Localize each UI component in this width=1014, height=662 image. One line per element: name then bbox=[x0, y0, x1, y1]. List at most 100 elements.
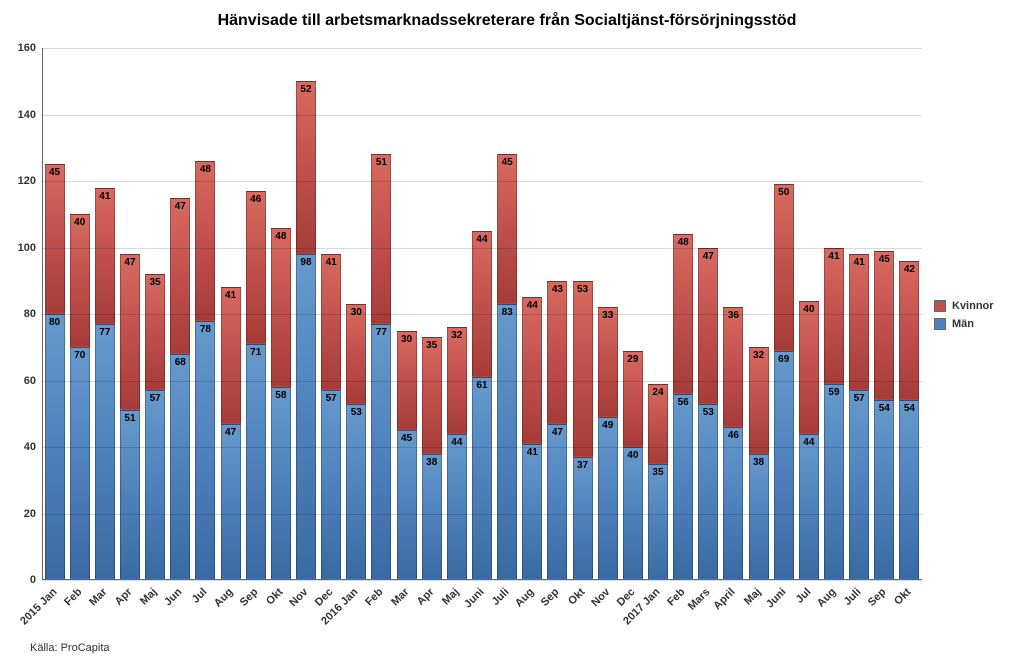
x-tick-label: Juni bbox=[764, 586, 788, 610]
y-tick-label: 160 bbox=[18, 42, 36, 54]
legend-item-kvinnor: Kvinnor bbox=[934, 300, 994, 312]
bar-segment-man bbox=[70, 347, 90, 580]
y-tick-label: 0 bbox=[30, 574, 36, 586]
bar-segment-kvinnor bbox=[145, 274, 165, 390]
bar-segment-man bbox=[95, 324, 115, 580]
gridline bbox=[42, 248, 922, 249]
bar-segment-man bbox=[246, 344, 266, 580]
x-tick-label: Aug bbox=[211, 586, 235, 610]
plot-area: 8045704077415147573568477848474171465848… bbox=[42, 48, 922, 580]
bar-segment-man bbox=[371, 324, 391, 580]
bar-segment-man bbox=[271, 387, 291, 580]
x-tick-label: Juli bbox=[490, 586, 512, 608]
x-tick-label: Sep bbox=[866, 586, 889, 609]
bar-segment-kvinnor bbox=[824, 248, 844, 384]
x-tick-label: Maj bbox=[138, 586, 159, 607]
x-tick-label: Nov bbox=[287, 586, 310, 609]
bar-segment-kvinnor bbox=[723, 307, 743, 427]
gridline bbox=[42, 447, 922, 448]
x-tick-label: Aug bbox=[513, 586, 537, 610]
bar-segment-man bbox=[648, 464, 668, 580]
bar-segment-man bbox=[874, 400, 894, 580]
bar-segment-man bbox=[899, 400, 919, 580]
bar-segment-man bbox=[120, 410, 140, 580]
bar-segment-kvinnor bbox=[849, 254, 869, 390]
y-tick-label: 80 bbox=[24, 308, 36, 320]
bar-segment-kvinnor bbox=[799, 301, 819, 434]
bar-segment-kvinnor bbox=[371, 154, 391, 324]
x-tick-label: Maj bbox=[440, 586, 461, 607]
gridline bbox=[42, 580, 922, 581]
bar-segment-man bbox=[573, 457, 593, 580]
bar-segment-man bbox=[422, 454, 442, 580]
x-tick-label: Sep bbox=[539, 586, 562, 609]
y-tick-label: 60 bbox=[24, 375, 36, 387]
x-tick-label: Jun bbox=[162, 586, 184, 608]
bar-segment-kvinnor bbox=[346, 304, 366, 404]
bar-segment-kvinnor bbox=[623, 351, 643, 447]
bar-segment-man bbox=[195, 321, 215, 580]
legend: Kvinnor Män bbox=[934, 300, 994, 336]
bar-segment-man bbox=[698, 404, 718, 580]
legend-item-man: Män bbox=[934, 318, 994, 330]
bar-segment-kvinnor bbox=[246, 191, 266, 344]
bar-segment-kvinnor bbox=[774, 184, 794, 350]
x-tick-label: Jul bbox=[190, 586, 210, 606]
x-tick-label: Maj bbox=[742, 586, 763, 607]
source-label: Källa: ProCapita bbox=[30, 642, 110, 654]
x-tick-label: Apr bbox=[113, 586, 135, 608]
bar-segment-man bbox=[447, 434, 467, 580]
bar-segment-kvinnor bbox=[170, 198, 190, 354]
bar-segment-kvinnor bbox=[45, 164, 65, 314]
x-tick-label: Nov bbox=[589, 586, 612, 609]
legend-label-kvinnor: Kvinnor bbox=[952, 300, 994, 312]
bar-segment-kvinnor bbox=[271, 228, 291, 388]
bar-segment-kvinnor bbox=[70, 214, 90, 347]
bar-segment-man bbox=[346, 404, 366, 580]
bar-segment-man bbox=[497, 304, 517, 580]
bar-segment-kvinnor bbox=[522, 297, 542, 443]
gridline bbox=[42, 514, 922, 515]
bar-segment-man bbox=[170, 354, 190, 580]
x-tick-label: Juni bbox=[462, 586, 486, 610]
x-tick-label: Okt bbox=[892, 586, 913, 607]
x-tick-label: Mar bbox=[389, 586, 411, 608]
x-tick-label: Jul bbox=[794, 586, 814, 606]
bar-segment-kvinnor bbox=[120, 254, 140, 410]
x-tick-label: Apr bbox=[414, 586, 436, 608]
legend-swatch-man bbox=[934, 318, 946, 330]
bar-segment-kvinnor bbox=[472, 231, 492, 377]
x-tick-label: Feb bbox=[364, 586, 386, 608]
bar-segment-man bbox=[824, 384, 844, 580]
x-tick-label: Aug bbox=[815, 586, 839, 610]
chart-container: Hänvisade till arbetsmarknadssekreterare… bbox=[0, 0, 1014, 662]
y-tick-label: 140 bbox=[18, 109, 36, 121]
bar-segment-kvinnor bbox=[422, 337, 442, 453]
bar-segment-man bbox=[397, 430, 417, 580]
legend-label-man: Män bbox=[952, 318, 974, 330]
bar-segment-kvinnor bbox=[573, 281, 593, 457]
y-tick-label: 20 bbox=[24, 508, 36, 520]
bar-segment-kvinnor bbox=[598, 307, 618, 417]
bar-segment-kvinnor bbox=[874, 251, 894, 401]
bar-segment-kvinnor bbox=[497, 154, 517, 304]
bar-segment-man bbox=[522, 444, 542, 580]
gridline bbox=[42, 115, 922, 116]
gridline bbox=[42, 381, 922, 382]
gridline bbox=[42, 314, 922, 315]
bar-segment-kvinnor bbox=[547, 281, 567, 424]
bar-segment-kvinnor bbox=[899, 261, 919, 401]
x-tick-label: April bbox=[712, 586, 738, 612]
bar-segment-man bbox=[472, 377, 492, 580]
legend-swatch-kvinnor bbox=[934, 300, 946, 312]
x-tick-label: Mar bbox=[87, 586, 109, 608]
x-tick-label: Mars bbox=[686, 586, 713, 613]
bar-segment-man bbox=[774, 351, 794, 580]
y-tick-label: 100 bbox=[18, 242, 36, 254]
bar-segment-kvinnor bbox=[749, 347, 769, 453]
y-tick-label: 40 bbox=[24, 441, 36, 453]
chart-title: Hänvisade till arbetsmarknadssekreterare… bbox=[0, 12, 1014, 30]
bar-segment-kvinnor bbox=[648, 384, 668, 464]
bar-segment-kvinnor bbox=[296, 81, 316, 254]
x-tick-label: Okt bbox=[264, 586, 285, 607]
